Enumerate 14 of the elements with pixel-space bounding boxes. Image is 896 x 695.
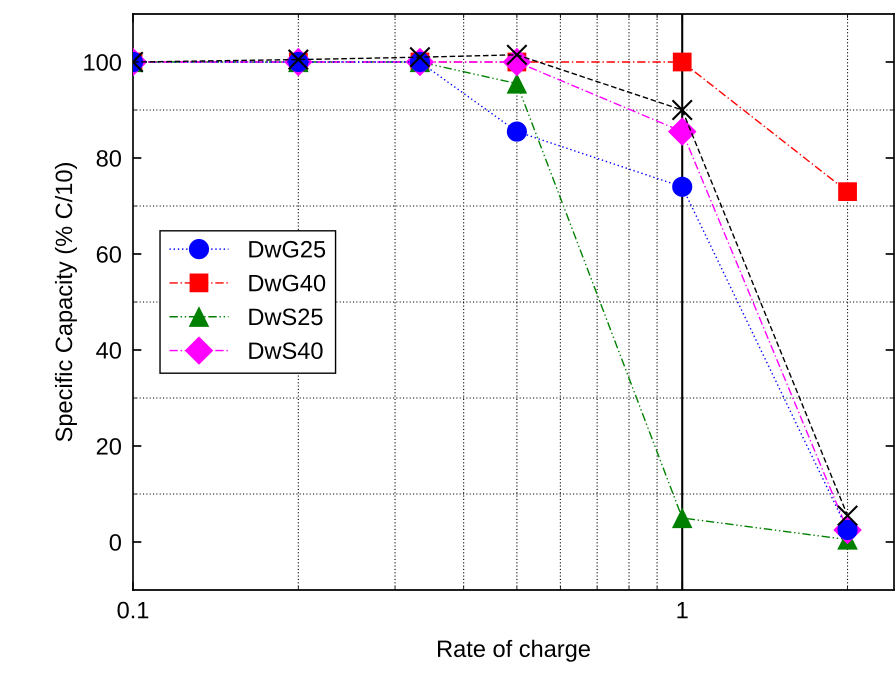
y-tick-label: 20 [96,438,121,455]
legend-label: DwG40 [249,274,326,292]
legend-label: DwS40 [249,342,323,360]
y-tick-label: 0 [110,534,121,551]
y-tick-label: 60 [96,246,121,263]
y-tick-label: 40 [96,342,121,359]
y-axis-title: Specific Capacity (% C/10) [54,163,77,442]
x-axis-title: Rate of charge [438,640,590,662]
y-tick-label: 80 [96,150,121,167]
x-tick-label: 0.1 [118,602,148,618]
x-tick-label: 1 [677,602,688,618]
legend-label: DwG25 [249,240,326,258]
y-tick-label: 100 [84,54,121,71]
legend-label: DwS25 [249,308,323,326]
